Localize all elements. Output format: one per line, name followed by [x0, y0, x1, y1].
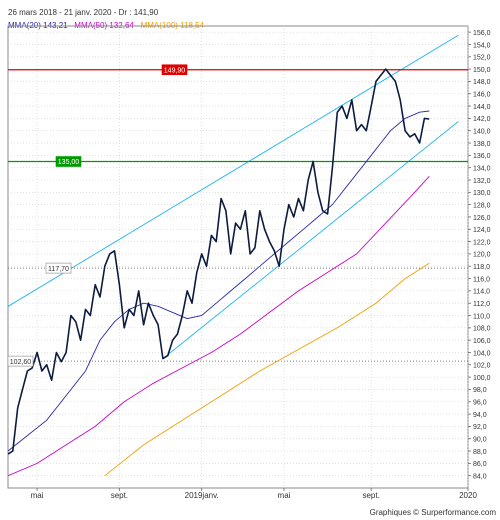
y-tick-label: 104,0	[473, 350, 491, 357]
price-line	[8, 68, 430, 455]
y-tick-label: 146,0	[473, 92, 491, 99]
moving-average-line	[104, 262, 430, 477]
y-tick-label: 112,0	[473, 301, 490, 308]
y-tick-label: 124,0	[473, 227, 491, 234]
y-tick-label: 118,0	[473, 264, 490, 271]
y-tick-label: 142,0	[473, 116, 491, 123]
chart-period-header: 26 mars 2018 - 21 janv. 2020 - Dr : 141,…	[8, 8, 159, 17]
y-tick-label: 138,0	[473, 141, 491, 148]
y-tick-label: 150,0	[473, 67, 491, 74]
y-tick-label: 110,0	[473, 313, 490, 320]
y-tick-label: 100,0	[473, 375, 491, 382]
level-label-text: 102,60	[10, 359, 32, 366]
x-tick-label: sept.	[362, 491, 379, 500]
y-tick-label: 106,0	[473, 338, 491, 345]
x-tick-label: 2020	[459, 491, 477, 500]
y-tick-label: 84,0	[473, 473, 487, 480]
level-label-box	[161, 64, 188, 76]
y-tick-label: 98,0	[473, 387, 487, 394]
y-tick-label: 86,0	[473, 461, 487, 468]
x-tick-label: mai	[31, 491, 44, 500]
x-tick-label: mai	[278, 491, 291, 500]
y-tick-label: 152,0	[473, 55, 491, 62]
y-tick-label: 88,0	[473, 449, 487, 456]
y-tick-label: 130,0	[473, 190, 491, 197]
y-tick-label: 114,0	[473, 289, 490, 296]
y-tick-label: 154,0	[473, 42, 491, 49]
y-tick-label: 116,0	[473, 276, 490, 283]
moving-average-line	[8, 175, 430, 477]
y-tick-label: 128,0	[473, 202, 491, 209]
y-tick-label: 94,0	[473, 412, 487, 419]
y-tick-label: 140,0	[473, 129, 491, 136]
y-tick-label: 108,0	[473, 326, 491, 333]
trend-channel-upper	[8, 34, 459, 307]
level-label-text: 135,00	[58, 159, 80, 166]
y-tick-label: 102,0	[473, 363, 491, 370]
level-label-text: 149,90	[164, 67, 186, 74]
plot-series-group	[8, 34, 468, 477]
trend-channel-lower	[162, 121, 459, 359]
x-tick-label: 2019janv.	[185, 491, 219, 500]
x-tick-label: sept.	[111, 491, 128, 500]
moving-average-line	[8, 110, 430, 452]
y-tick-label: 90,0	[473, 437, 487, 444]
y-tick-label: 132,0	[473, 178, 491, 185]
level-label-box	[7, 355, 34, 367]
level-label-box	[55, 156, 82, 167]
y-tick-label: 148,0	[473, 79, 491, 86]
y-tick-label: 156,0	[473, 30, 491, 37]
y-tick-label: 136,0	[473, 153, 491, 160]
level-label-box	[45, 262, 72, 274]
y-tick-label: 96,0	[473, 400, 487, 407]
y-tick-label: 134,0	[473, 165, 491, 172]
y-tick-label: 120,0	[473, 252, 491, 259]
y-tick-label: 122,0	[473, 239, 491, 246]
y-tick-label: 126,0	[473, 215, 491, 222]
chart-credit: Graphiques © Surperformance.com	[369, 508, 496, 517]
level-label-text: 117,70	[48, 266, 69, 273]
y-tick-label: 144,0	[473, 104, 491, 111]
y-tick-label: 92,0	[473, 424, 487, 431]
